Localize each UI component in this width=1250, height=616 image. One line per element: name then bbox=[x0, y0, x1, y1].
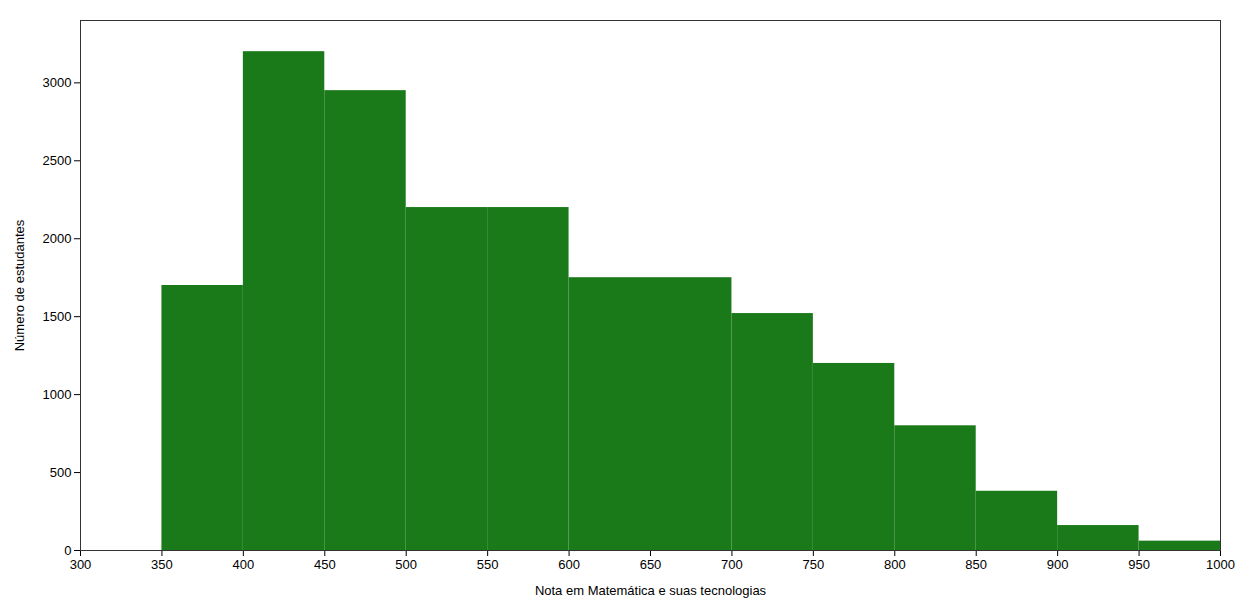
svg-text:3000: 3000 bbox=[43, 75, 72, 90]
svg-text:500: 500 bbox=[395, 557, 417, 572]
svg-text:300: 300 bbox=[70, 557, 92, 572]
svg-text:850: 850 bbox=[965, 557, 987, 572]
svg-text:400: 400 bbox=[233, 557, 255, 572]
svg-text:0: 0 bbox=[64, 543, 71, 558]
svg-text:350: 350 bbox=[151, 557, 173, 572]
svg-text:2000: 2000 bbox=[43, 231, 72, 246]
svg-text:700: 700 bbox=[721, 557, 743, 572]
svg-text:950: 950 bbox=[1128, 557, 1150, 572]
svg-text:800: 800 bbox=[884, 557, 906, 572]
svg-text:500: 500 bbox=[50, 465, 72, 480]
svg-text:1000: 1000 bbox=[43, 387, 72, 402]
svg-text:Número de estudantes: Número de estudantes bbox=[12, 219, 27, 351]
svg-text:900: 900 bbox=[1047, 557, 1069, 572]
svg-text:450: 450 bbox=[314, 557, 336, 572]
svg-text:650: 650 bbox=[640, 557, 662, 572]
svg-text:750: 750 bbox=[803, 557, 825, 572]
svg-text:Nota em Matemática e suas tecn: Nota em Matemática e suas tecnologias bbox=[535, 583, 767, 598]
svg-text:1000: 1000 bbox=[1206, 557, 1235, 572]
svg-text:2500: 2500 bbox=[43, 153, 72, 168]
svg-text:550: 550 bbox=[477, 557, 499, 572]
svg-text:600: 600 bbox=[558, 557, 580, 572]
svg-text:1500: 1500 bbox=[43, 309, 72, 324]
